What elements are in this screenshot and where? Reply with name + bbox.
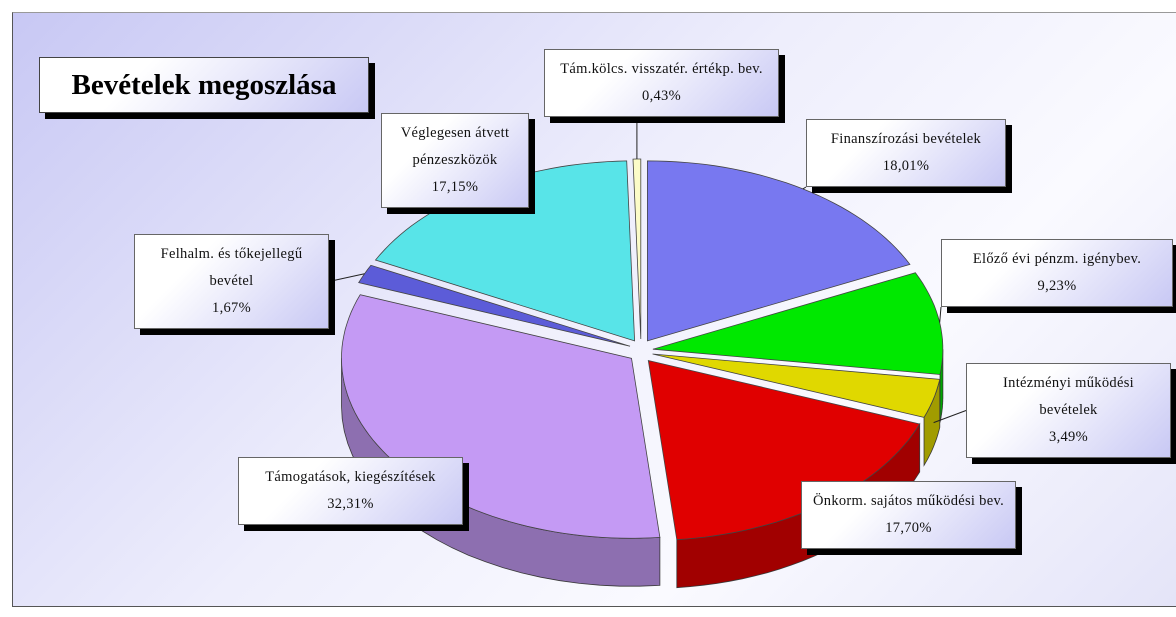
slice-tops (341, 158, 944, 541)
category-label: Előző évi pénzm. igénybev. (972, 251, 1142, 267)
data-label: Tám.kölcs. visszatér. értékp. bev. 0,43% (544, 49, 779, 117)
category-label: Felhalm. és tőkejellegű bevétel (160, 246, 303, 289)
leader-line (939, 306, 942, 323)
category-label: Tám.kölcs. visszatér. értékp. bev. (560, 61, 763, 77)
value-label: 3,49% (1049, 429, 1088, 445)
value-label: 32,31% (327, 496, 374, 512)
category-label: Intézményi működési bevételek (1003, 375, 1134, 418)
data-label: Véglegesen átvett pénzeszközök 17,15% (381, 113, 529, 208)
value-label: 0,43% (642, 88, 681, 104)
data-label: Intézményi működési bevételek 3,49% (966, 363, 1171, 458)
value-label: 17,15% (431, 179, 479, 195)
leader-line (933, 410, 967, 424)
category-label: Támogatások, kiegészítések (265, 469, 436, 485)
data-label: Felhalm. és tőkejellegű bevétel 1,67% (134, 234, 329, 329)
value-label: 18,01% (882, 158, 930, 174)
data-label: Támogatások, kiegészítések 32,31% (238, 457, 463, 525)
slice-side-shade (924, 379, 940, 466)
data-label: Önkorm. sajátos működési bev. 17,70% (801, 481, 1016, 549)
slice (652, 353, 941, 418)
category-label: Önkorm. sajátos működési bev. (813, 493, 1004, 509)
slice-side-shade (341, 358, 660, 587)
value-label: 17,70% (885, 520, 932, 536)
pie-plot (328, 116, 967, 589)
data-label: Előző évi pénzm. igénybev. 9,23% (941, 239, 1173, 307)
category-label: Finanszírozási bevételek (830, 131, 982, 147)
category-label: Véglegesen átvett pénzeszközök (400, 125, 510, 168)
chart-title: Bevételek megoszlása (39, 57, 369, 113)
value-label: 9,23% (1037, 278, 1077, 294)
chart: Bevételek megoszlása Finanszírozási bevé… (12, 12, 1176, 607)
slice (632, 158, 642, 340)
leader-line (802, 186, 807, 190)
slice-sides (341, 349, 944, 589)
leader-line (328, 273, 365, 282)
slice-side-shade (676, 424, 920, 588)
slice-side-shade (940, 349, 943, 423)
value-label: 1,67% (212, 300, 251, 316)
data-label: Finanszírozási bevételek 18,01% (806, 119, 1006, 187)
